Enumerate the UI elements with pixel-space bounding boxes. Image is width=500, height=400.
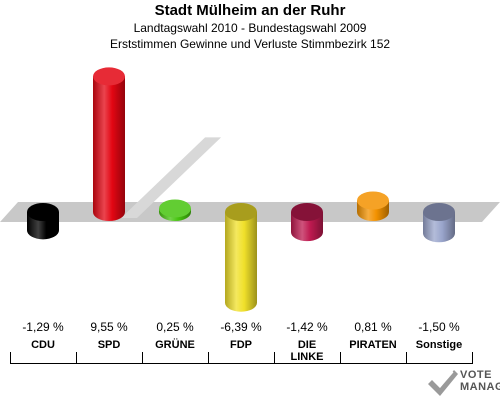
chart-subtitle-2: Erststimmen Gewinne und Verluste Stimmbe…: [109, 37, 391, 51]
value-label: 0,25 %: [156, 320, 194, 334]
axis-separator: [472, 352, 473, 364]
category-label: Sonstige: [415, 339, 463, 351]
votemanager-logo: [428, 370, 458, 396]
category-label: PIRATEN: [349, 339, 397, 351]
value-label: -6,39 %: [220, 320, 262, 334]
value-label: -1,42 %: [286, 320, 328, 334]
value-label: -1,29 %: [22, 320, 64, 334]
bar-spd: [93, 67, 125, 221]
category-axis-line: [10, 363, 472, 364]
axis-separator: [340, 352, 341, 364]
logo-text: VOTE MANAGER: [460, 369, 500, 393]
value-label: 0,81 %: [354, 320, 392, 334]
axis-separator: [208, 352, 209, 364]
chart-title: Stadt Mülheim an der Ruhr: [154, 2, 346, 19]
category-label: DIE LINKE: [290, 339, 324, 363]
bar-shadow: [121, 137, 222, 218]
chart-subtitle: Landtagswahl 2010 - Bundestagswahl 2009: [133, 21, 367, 35]
bar-sonstige: [423, 203, 455, 243]
category-label: SPD: [97, 339, 121, 351]
axis-separator: [406, 352, 407, 364]
axis-separator: [76, 352, 77, 364]
logo-text-line1: VOTE: [460, 369, 492, 381]
axis-separator: [274, 352, 275, 364]
category-label: GRÜNE: [155, 339, 195, 351]
axis-separator: [142, 352, 143, 364]
category-label: CDU: [31, 339, 55, 351]
logo-text-line2: MANAGER: [460, 381, 500, 393]
bar-piraten: [357, 191, 389, 221]
value-label: -1,50 %: [418, 320, 460, 334]
check-mark-icon: [428, 370, 458, 396]
bar-gruene: [159, 199, 191, 221]
bar-die-linke: [291, 203, 323, 242]
category-label: FDP: [230, 339, 252, 351]
bar-cdu: [27, 203, 59, 240]
axis-separator: [10, 352, 11, 364]
bar-fdp: [225, 203, 257, 312]
value-label: 9,55 %: [90, 320, 128, 334]
